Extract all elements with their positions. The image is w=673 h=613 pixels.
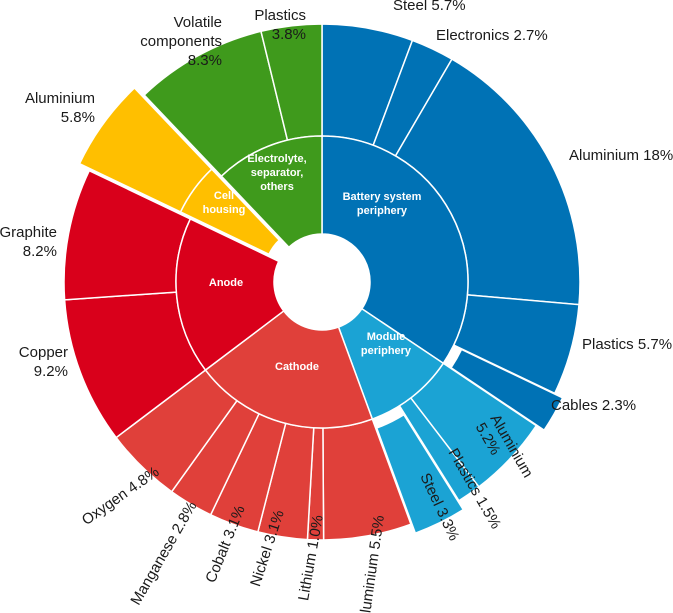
outer-label-plastics-18: Plastics 3.8%: [254, 7, 306, 43]
inner-ring: [175, 135, 469, 429]
outer-segment-cables[interactable]: [450, 348, 564, 432]
inner-label-anode: Anode: [209, 277, 243, 289]
inner-segment-cell-housing[interactable]: [179, 168, 281, 256]
inner-label-cell-housing: Cell housing: [203, 190, 246, 216]
outer-label-oxygen-13: Oxygen 4.8%: [79, 463, 163, 529]
inner-label-module-periphery: Module periphery: [361, 331, 412, 357]
outer-label-steel-0: Steel 5.7%: [393, 0, 466, 14]
outer-ring: [63, 23, 581, 541]
outer-label-aluminium-2: Aluminium 18%: [569, 147, 673, 164]
outer-label-aluminium-16: Aluminium 5.8%: [25, 90, 95, 126]
outer-label-cables-4: Cables 2.3%: [551, 397, 636, 414]
outer-label-volatile-components-17: Volatile components 8.3%: [140, 14, 222, 69]
outer-label-electronics-1: Electronics 2.7%: [436, 27, 548, 44]
inner-label-battery-system-periphery: Battery system periphery: [343, 191, 422, 217]
inner-label-electrolyte-separator-others: Electrolyte, separator, others: [247, 153, 306, 193]
outer-label-graphite-15: Graphite 8.2%: [0, 224, 57, 260]
outer-segment-steel[interactable]: [375, 413, 465, 535]
outer-label-manganese-12: Manganese 2.8%: [127, 499, 200, 609]
outer-label-plastics-3: Plastics 5.7%: [582, 336, 672, 353]
outer-label-copper-14: Copper 9.2%: [19, 344, 68, 380]
center-hole: [274, 234, 370, 330]
inner-label-cathode: Cathode: [275, 361, 319, 373]
